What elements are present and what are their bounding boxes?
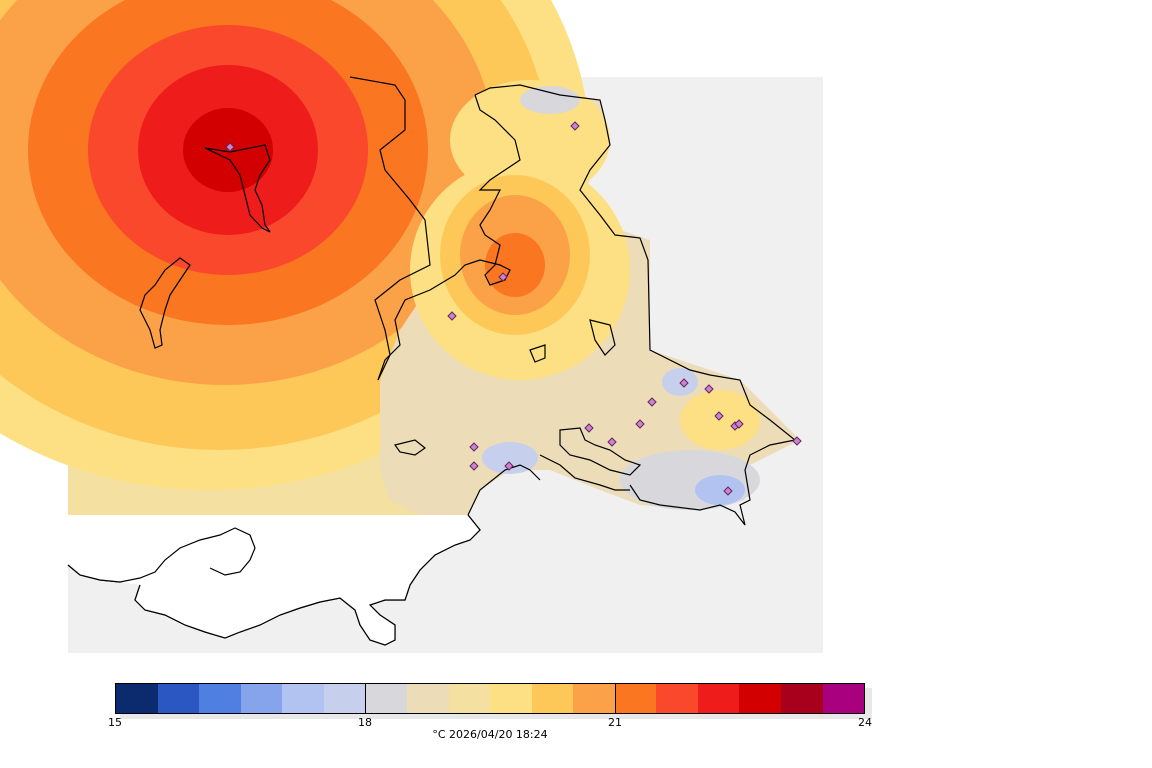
station-marker[interactable]: [469, 461, 479, 471]
station-marker[interactable]: [225, 142, 235, 152]
station-marker[interactable]: [679, 378, 689, 388]
station-marker[interactable]: [447, 311, 457, 321]
station-marker[interactable]: [504, 461, 514, 471]
colorbar-swatch: [614, 684, 657, 713]
colorbar-swatch: [199, 684, 241, 713]
colorbar-swatch: [531, 684, 574, 713]
temperature-field-east: [380, 80, 800, 515]
colorbar-tick-label: 21: [608, 716, 622, 729]
station-marker[interactable]: [723, 486, 733, 496]
colorbar-tick-label: 18: [358, 716, 372, 729]
colorbar-swatch: [781, 684, 823, 713]
colorbar-swatch: [573, 684, 615, 713]
station-marker[interactable]: [570, 121, 580, 131]
colorbar-tick-mark: [615, 683, 616, 714]
colorbar-swatch: [406, 684, 449, 713]
weather-stations: [225, 121, 802, 496]
colorbar-swatch: [365, 684, 407, 713]
station-marker[interactable]: [635, 419, 645, 429]
station-marker[interactable]: [647, 397, 657, 407]
colorbar-swatch: [822, 684, 865, 713]
colorbar-swatch: [240, 684, 283, 713]
station-marker[interactable]: [498, 272, 508, 282]
station-marker[interactable]: [792, 436, 802, 446]
colorbar-tick-label: 15: [108, 716, 122, 729]
colorbar-swatch: [157, 684, 200, 713]
colorbar-swatch: [739, 684, 781, 713]
colorbar-swatch: [490, 684, 532, 713]
colorbar-swatch: [697, 684, 740, 713]
station-marker[interactable]: [607, 437, 617, 447]
colorbar-swatch: [448, 684, 491, 713]
station-marker[interactable]: [734, 419, 744, 429]
colorbar-swatch: [282, 684, 324, 713]
colorbar-caption: °C 2026/04/20 18:24: [432, 728, 548, 741]
colorbar-tick-mark: [365, 683, 366, 714]
colorbar: [115, 683, 865, 714]
station-marker[interactable]: [714, 411, 724, 421]
colorbar-swatch: [323, 684, 366, 713]
station-marker[interactable]: [704, 384, 714, 394]
coastline-south: [67, 514, 481, 646]
colorbar-swatch: [656, 684, 698, 713]
colorbar-tick-label: 24: [858, 716, 872, 729]
station-marker[interactable]: [584, 423, 594, 433]
colorbar-swatch: [116, 684, 158, 713]
station-marker[interactable]: [469, 442, 479, 452]
